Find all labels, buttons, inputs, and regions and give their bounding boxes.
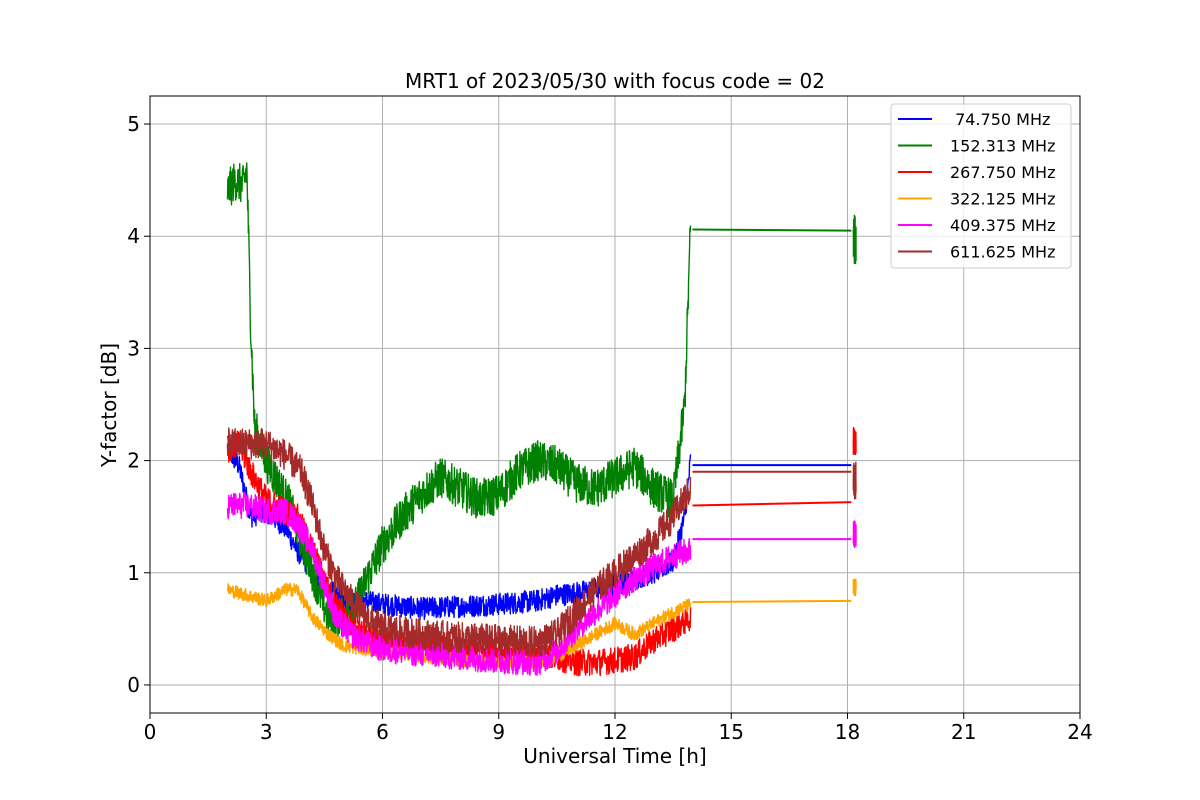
y-tick-label: 2 <box>127 449 140 473</box>
x-tick-label: 0 <box>144 720 157 744</box>
x-tick-label: 12 <box>602 720 627 744</box>
x-tick-label: 6 <box>376 720 389 744</box>
series-line <box>226 162 692 638</box>
series-flat-segment <box>692 599 852 603</box>
series-cluster <box>852 214 857 265</box>
legend-label: 409.375 MHz <box>950 216 1055 235</box>
series-cluster <box>852 578 857 597</box>
legend-label: 267.750 MHz <box>950 163 1055 182</box>
legend-label: 152.313 MHz <box>950 137 1055 156</box>
x-tick-label: 15 <box>719 720 744 744</box>
series-4 <box>226 491 857 676</box>
x-tick-label: 18 <box>835 720 860 744</box>
x-tick-label: 3 <box>260 720 273 744</box>
legend-box <box>890 103 1072 269</box>
series-cluster <box>852 427 857 455</box>
series-layer <box>226 162 857 677</box>
series-line <box>226 427 692 657</box>
chart-title: MRT1 of 2023/05/30 with focus code = 02 <box>405 69 825 93</box>
series-flat-segment <box>692 228 852 232</box>
x-axis-label: Universal Time [h] <box>523 744 706 768</box>
series-1 <box>226 162 857 638</box>
y-tick-label: 5 <box>127 112 140 136</box>
x-tick-label: 24 <box>1067 720 1092 744</box>
series-cluster <box>852 520 857 549</box>
legend-label: 74.750 MHz <box>950 110 1050 129</box>
y-tick-label: 0 <box>127 673 140 697</box>
series-line <box>226 491 692 676</box>
series-cluster <box>852 461 857 500</box>
x-tick-label: 21 <box>951 720 976 744</box>
y-tick-label: 4 <box>127 224 140 248</box>
legend-label: 611.625 MHz <box>950 243 1055 262</box>
y-axis-label: Y-factor [dB] <box>97 343 121 468</box>
series-5 <box>226 427 857 657</box>
series-flat-segment <box>692 501 852 507</box>
x-tick-label: 9 <box>492 720 505 744</box>
y-tick-label: 3 <box>127 336 140 360</box>
y-axis-ticks: 0 1 2 3 4 5 <box>127 112 150 697</box>
x-axis-ticks: 0 3 6 9 12 15 18 21 24 <box>144 713 1093 744</box>
legend-label: 322.125 MHz <box>950 190 1055 209</box>
y-tick-label: 1 <box>127 561 140 585</box>
legend: 74.750 MHz 152.313 MHz 267.750 MHz 322.125 … <box>890 103 1072 269</box>
